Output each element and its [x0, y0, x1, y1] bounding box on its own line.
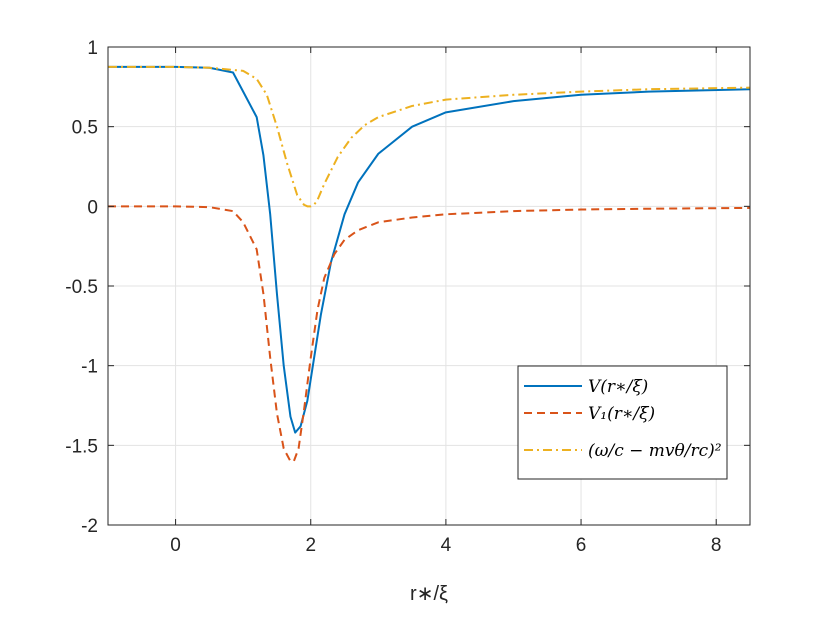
y-tick-label: 1 [87, 38, 98, 59]
series-omega-line [108, 65, 751, 208]
y-tick-label: -0.5 [65, 277, 98, 298]
x-tick-label: 8 [711, 535, 722, 556]
legend: V(r∗/ξ) V₁(r∗/ξ) (ω/c − mvθ/rc)² [517, 365, 728, 480]
legend-box [517, 365, 728, 480]
series-v-legend-label: V(r∗/ξ) [588, 377, 648, 397]
y-tick-label: -1.5 [65, 436, 98, 457]
series-v1-line [108, 205, 751, 463]
x-tick-label: 2 [305, 535, 316, 556]
y-tick-label: 0 [87, 197, 98, 218]
x-axis-label: r∗/ξ [410, 583, 448, 605]
tick-layer: 0 2 4 6 8 1 0.5 0 -0.5 -1 -1.5 -2 [65, 38, 750, 556]
series-layer [108, 65, 751, 463]
y-tick-label: -1 [81, 357, 98, 378]
y-tick-label: 0.5 [72, 118, 98, 139]
x-tick-label: 4 [441, 535, 452, 556]
series-omega-legend-label: (ω/c − mvθ/rc)² [588, 441, 722, 461]
legend-entries: V(r∗/ξ) V₁(r∗/ξ) (ω/c − mvθ/rc)² [524, 377, 722, 461]
x-tick-label: 0 [170, 535, 181, 556]
x-tick-label: 6 [576, 535, 587, 556]
series-v1-legend-label: V₁(r∗/ξ) [588, 404, 655, 424]
series-v-line [108, 65, 751, 434]
y-tick-label: -2 [81, 516, 98, 537]
